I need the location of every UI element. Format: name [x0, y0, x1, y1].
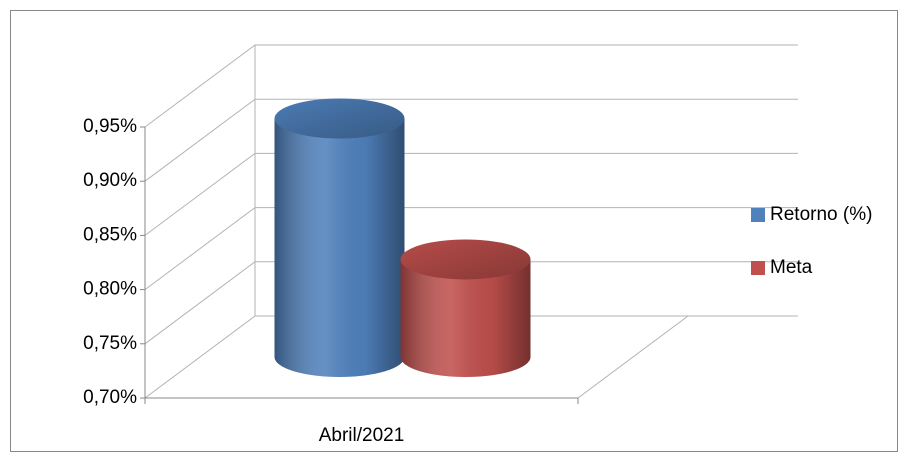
y-tick-label: 0,85%: [83, 224, 137, 245]
legend-swatch: [751, 261, 765, 275]
y-tick-label: 0,70%: [83, 387, 137, 408]
cylinder: [400, 239, 531, 377]
y-tick-label: 0,75%: [83, 333, 137, 354]
grid-line: [144, 44, 798, 128]
legend-label: Retorno (%): [770, 204, 872, 225]
y-tick-label: 0,80%: [83, 279, 137, 300]
cylinder-top-shade: [274, 98, 405, 139]
grid-line: [144, 98, 798, 182]
cylinder: [274, 98, 405, 378]
x-tick-label: Abril/2021: [319, 425, 405, 446]
cylinder-shade: [400, 259, 531, 377]
legend-label: Meta: [770, 257, 813, 278]
cylinder-shade: [274, 118, 405, 378]
y-tick-label: 0,90%: [83, 170, 137, 191]
grid-line: [144, 152, 798, 236]
grid-line: [144, 315, 798, 399]
grid-line: [144, 207, 798, 291]
legend-swatch: [751, 208, 765, 222]
cylinder-top-shade: [400, 239, 531, 280]
chart-border: [10, 10, 898, 452]
grid-line: [144, 261, 798, 345]
y-tick-label: 0,95%: [83, 116, 137, 137]
